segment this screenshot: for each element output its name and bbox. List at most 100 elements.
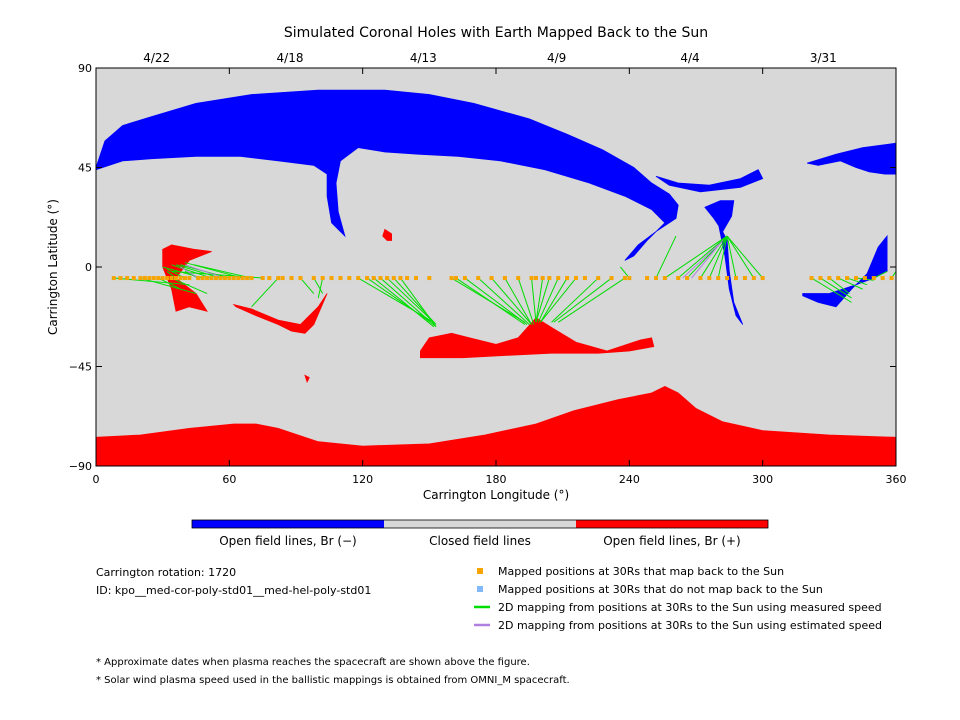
mapped-point-68 — [627, 276, 632, 281]
colorbar-label-2: Open field lines, Br (+) — [603, 534, 741, 548]
coronal-hole-positive-7 — [232, 293, 328, 334]
mapping-line-measured-43 — [664, 235, 728, 279]
mapped-point-79 — [742, 276, 747, 281]
mapping-line-measured-49 — [726, 235, 737, 279]
mapped-point-4 — [138, 276, 143, 281]
mapped-point-36 — [320, 276, 325, 281]
mapping-line-measured-12 — [193, 264, 252, 279]
top-date-label-0: 4/22 — [143, 51, 170, 65]
mapped-point-3 — [131, 276, 136, 281]
mapped-point-39 — [347, 276, 352, 281]
mapped-point-71 — [662, 276, 667, 281]
mapped-point-41 — [365, 276, 370, 281]
mapping-line-measured-20 — [373, 277, 435, 328]
mapping-line-measured-35 — [537, 277, 559, 323]
mapped-point-91 — [889, 276, 894, 281]
mapped-point-20 — [214, 276, 218, 281]
mapped-point-57 — [529, 276, 534, 281]
mapping-line-measured-34 — [535, 277, 550, 323]
top-date-label-4: 4/4 — [680, 51, 699, 65]
mapping-line-measured-36 — [540, 277, 568, 323]
legend-label-2: 2D mapping from positions at 30Rs to the… — [498, 601, 882, 614]
mapped-point-13 — [178, 276, 183, 281]
mapped-point-32 — [280, 276, 285, 281]
mapped-point-0 — [111, 276, 116, 281]
top-date-label-2: 4/13 — [410, 51, 437, 65]
mapped-point-11 — [169, 276, 174, 281]
mapping-line-measured-8 — [171, 264, 212, 279]
mapping-line-measured-16 — [313, 277, 324, 294]
colorbar-frame — [191, 519, 769, 529]
mapped-point-16 — [196, 276, 201, 281]
mapped-point-14 — [182, 276, 187, 281]
mapping-line-measured-53 — [820, 277, 852, 299]
mapped-point-65 — [596, 276, 601, 281]
top-date-label-3: 4/9 — [547, 51, 566, 65]
mapped-point-52 — [462, 276, 467, 281]
mapped-point-47 — [405, 276, 410, 281]
mapping-line-measured-48 — [717, 235, 728, 279]
mapping-line-estimated-63 — [691, 240, 724, 279]
x-tick-label-4: 240 — [619, 473, 640, 486]
mapped-point-10 — [165, 276, 170, 281]
mapped-point-43 — [378, 276, 383, 281]
mapped-point-46 — [398, 276, 403, 281]
mapping-line-measured-19 — [366, 277, 435, 325]
mapped-point-72 — [676, 276, 681, 281]
mapped-point-69 — [645, 276, 650, 281]
mapping-line-measured-32 — [531, 278, 537, 323]
mapping-line-measured-28 — [477, 277, 530, 325]
mapping-line-measured-31 — [517, 277, 535, 325]
mapping-line-measured-47 — [708, 235, 728, 279]
x-axis-ticks: 0 60 120 180 240 300 360 — [93, 68, 907, 486]
coronal-hole-negative-2 — [704, 200, 735, 233]
plot-area — [95, 67, 897, 467]
legend-swatch-1 — [477, 586, 483, 592]
mapping-line-measured-37 — [540, 277, 577, 323]
mapped-point-2 — [125, 276, 130, 281]
mapping-line-measured-9 — [175, 264, 221, 279]
mapped-points — [111, 276, 894, 281]
y-axis-ticks: 90 45 0 −45 −90 — [69, 62, 896, 473]
mapping-line-measured-3 — [171, 277, 208, 294]
mapping-line-estimated-61 — [184, 264, 226, 279]
mapped-point-80 — [751, 276, 756, 281]
mapped-point-31 — [276, 276, 281, 281]
mapped-point-37 — [329, 276, 334, 281]
mapped-point-40 — [356, 276, 361, 281]
mapped-point-21 — [218, 276, 223, 281]
mapped-point-29 — [260, 276, 265, 281]
mapped-point-70 — [654, 276, 658, 281]
mapped-point-48 — [414, 276, 418, 281]
mapped-point-51 — [454, 276, 458, 281]
chart-title: Simulated Coronal Holes with Earth Mappe… — [284, 25, 708, 41]
mapping-line-measured-51 — [726, 235, 764, 279]
mapped-point-62 — [565, 276, 570, 281]
mapping-line-measured-22 — [386, 277, 435, 323]
top-date-labels: 4/22 4/18 4/13 4/9 4/4 3/31 — [143, 51, 837, 65]
mapping-line-estimated-60 — [180, 266, 199, 279]
top-date-label-5: 3/31 — [810, 51, 837, 65]
mapped-point-33 — [289, 276, 294, 281]
mapped-point-64 — [582, 276, 587, 281]
mapped-point-81 — [760, 276, 765, 281]
mapped-point-35 — [311, 276, 316, 281]
x-tick-label-1: 60 — [222, 473, 236, 486]
mapped-point-42 — [371, 276, 376, 281]
y-tick-label-0: 90 — [78, 62, 92, 75]
mapped-point-58 — [534, 276, 538, 281]
mapped-point-12 — [174, 276, 178, 281]
mapped-point-34 — [298, 276, 303, 281]
mapped-point-45 — [391, 276, 396, 281]
mapping-line-measured-33 — [535, 277, 544, 323]
mapping-line-measured-54 — [829, 277, 850, 294]
colorbar-segment-0 — [192, 520, 384, 528]
mapping-line-measured-1 — [140, 277, 197, 295]
mapping-line-measured-42 — [655, 235, 677, 279]
x-axis-label: Carrington Longitude (°) — [423, 488, 569, 502]
mapped-point-88 — [862, 276, 867, 281]
coronal-hole-positive-11 — [96, 385, 896, 466]
mapped-point-7 — [151, 276, 156, 281]
mapped-point-76 — [716, 276, 721, 281]
carrington-rotation-text: Carrington rotation: 1720 — [96, 566, 236, 579]
